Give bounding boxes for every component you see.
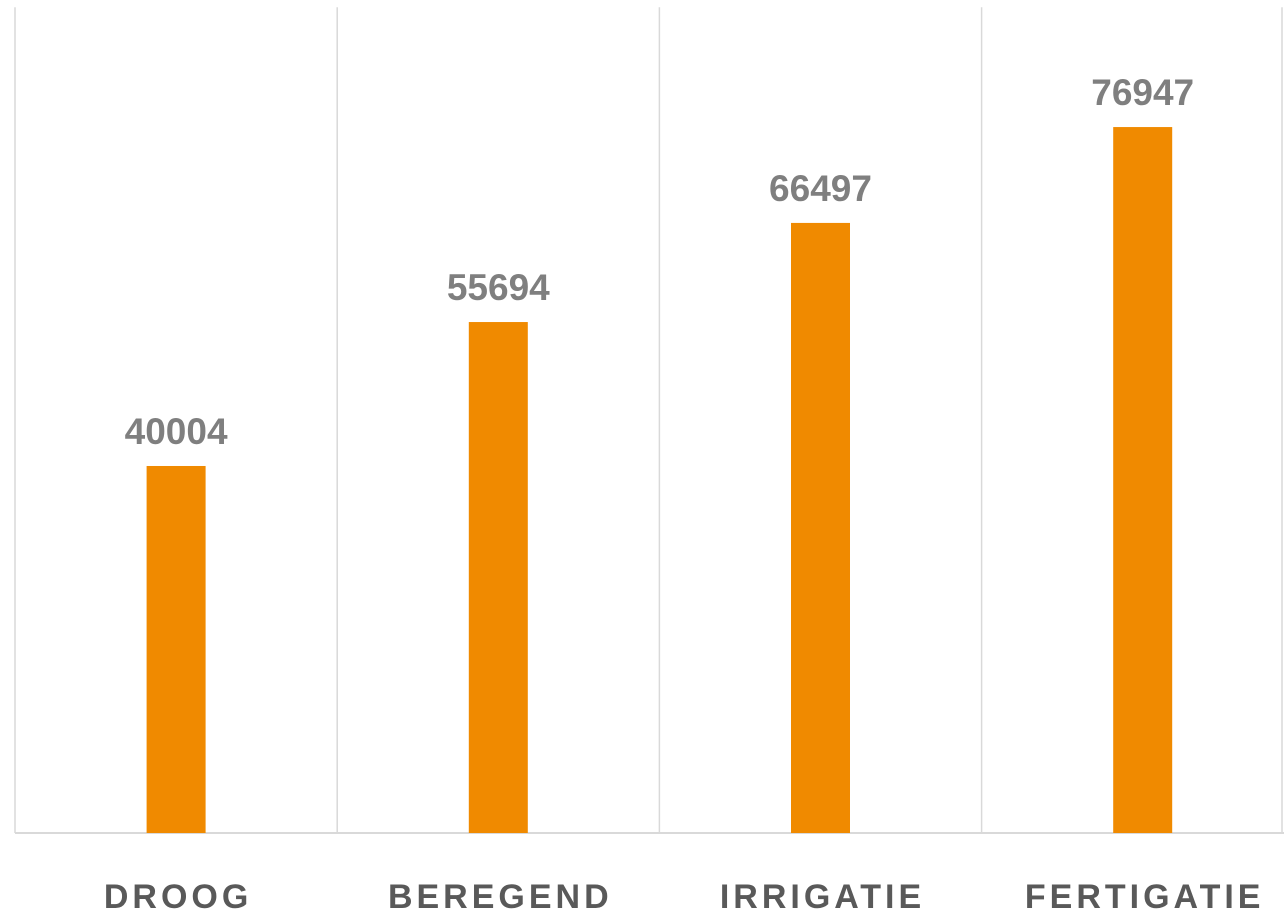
data-label: 76947: [1091, 72, 1194, 113]
bar: [791, 222, 850, 833]
bar: [146, 465, 206, 833]
data-label: 66497: [769, 168, 872, 209]
x-tick-label: FERTIGATIE: [1025, 878, 1265, 915]
x-tick-label: IRRIGATIE: [720, 878, 925, 915]
x-tick-label: BEREGEND: [388, 878, 613, 915]
x-tick-label: DROOG: [104, 878, 252, 915]
bar: [1113, 127, 1173, 834]
data-label: 40004: [125, 411, 228, 452]
data-label: 55694: [447, 267, 550, 308]
bar: [468, 322, 528, 833]
